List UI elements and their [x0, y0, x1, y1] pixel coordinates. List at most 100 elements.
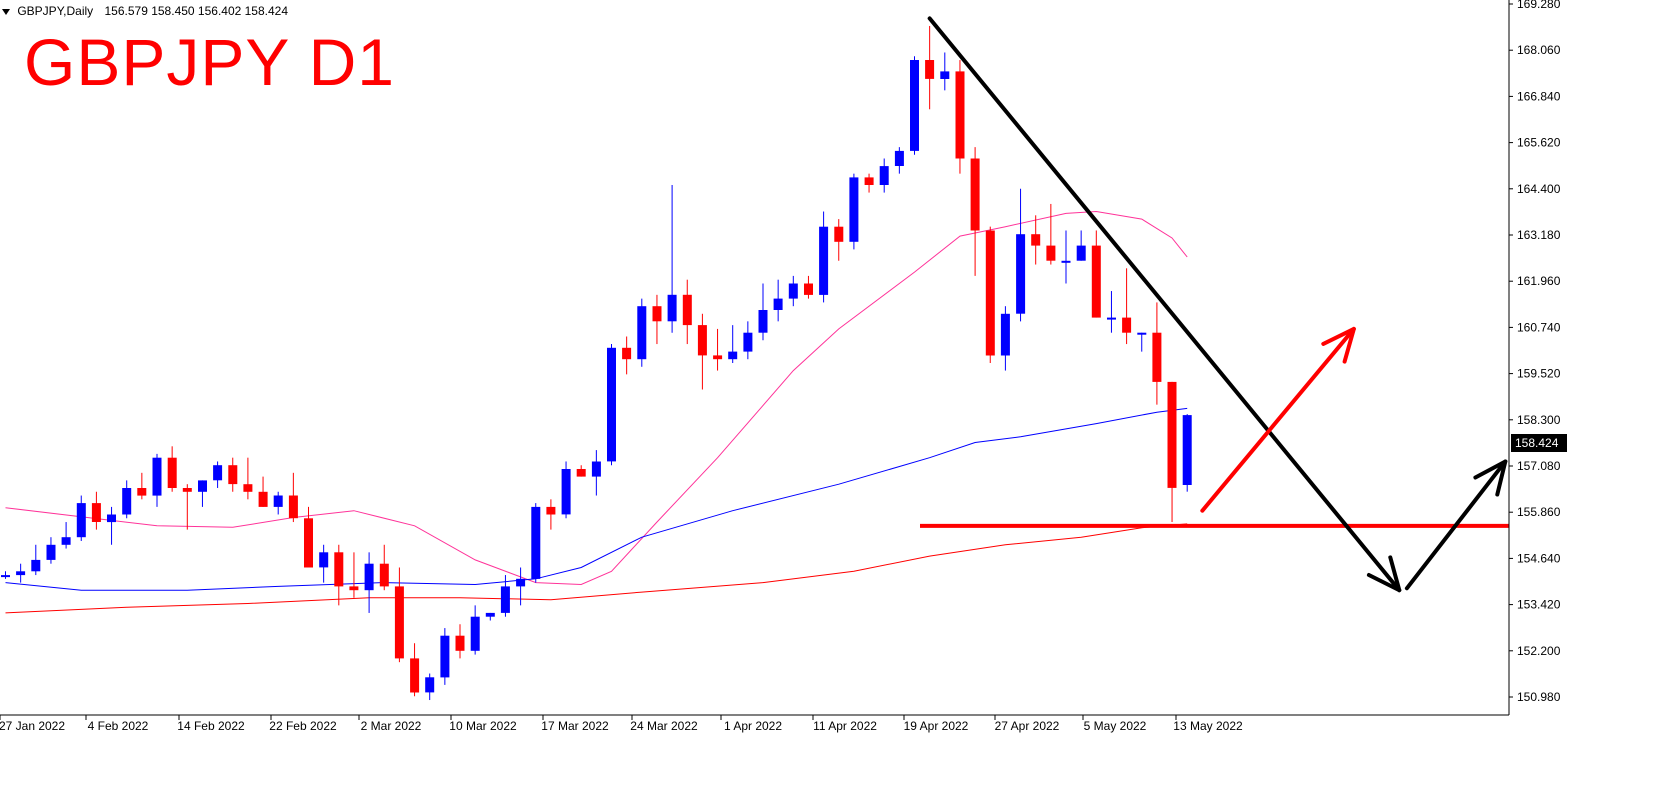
candle	[773, 279, 783, 322]
candle	[182, 484, 192, 530]
candle	[637, 298, 647, 367]
candle	[349, 552, 359, 598]
candle-body	[925, 60, 935, 79]
candle	[561, 461, 571, 519]
candle	[304, 506, 313, 568]
downtrend-arrow-shaft	[927, 16, 1402, 593]
candle-body	[1031, 234, 1041, 246]
candle	[758, 283, 768, 341]
projected-rise-arrow-shaft	[1200, 326, 1356, 513]
candle	[379, 544, 389, 591]
candle-body	[864, 177, 874, 185]
downtrend-arrow	[927, 16, 1402, 593]
x-tick-label: 24 Mar 2022	[630, 719, 698, 733]
candle-body	[894, 150, 904, 166]
candle	[258, 476, 268, 507]
candle	[288, 472, 298, 523]
candle	[1076, 230, 1086, 261]
candle-body	[576, 469, 586, 477]
candle-body	[970, 158, 980, 231]
candle-body	[940, 71, 950, 79]
x-tick-label: 4 Feb 2022	[88, 719, 149, 733]
candle	[970, 147, 980, 276]
ohlc-label: 156.579 158.450 156.402 158.424	[104, 4, 289, 18]
candle-body	[91, 503, 101, 522]
candle-body	[819, 226, 829, 295]
candle	[516, 567, 526, 606]
candlesticks	[1, 25, 1192, 701]
candle-body	[182, 488, 192, 492]
candle-body	[228, 465, 238, 485]
candle-body	[1152, 332, 1162, 382]
candle-body	[167, 457, 177, 488]
candle-body	[1076, 245, 1086, 261]
candle	[910, 56, 919, 155]
candle-body	[379, 563, 389, 587]
candle	[16, 563, 26, 583]
candle-body	[910, 60, 919, 151]
candle	[1107, 291, 1116, 333]
candle	[682, 279, 692, 345]
y-tick-label: 157.080	[1517, 459, 1561, 473]
candle	[1000, 306, 1010, 371]
candle-body	[198, 480, 207, 492]
candle-body	[1046, 245, 1056, 261]
candle-body	[394, 586, 404, 659]
candle-body	[440, 635, 450, 678]
y-tick-label: 153.420	[1517, 598, 1561, 612]
projected-bounce-arrow	[1404, 459, 1508, 591]
x-tick-label: 22 Feb 2022	[269, 719, 337, 733]
candle-body	[1, 575, 10, 578]
x-tick-label: 14 Feb 2022	[177, 719, 245, 733]
candle	[1122, 268, 1132, 345]
x-tick-label: 27 Jan 2022	[0, 719, 65, 733]
candle-body	[137, 488, 147, 496]
candle	[576, 465, 586, 477]
candle-body	[500, 586, 510, 613]
candle	[152, 453, 162, 507]
candle-body	[46, 544, 56, 560]
candle	[425, 673, 435, 701]
candle-body	[728, 351, 738, 360]
candle	[500, 575, 510, 617]
candle	[61, 522, 71, 549]
candle	[591, 450, 601, 496]
candle	[122, 480, 132, 519]
x-tick-label: 11 Apr 2022	[813, 719, 877, 733]
candle-body	[470, 616, 480, 651]
chart-plot-area	[0, 0, 1509, 715]
candle	[864, 173, 874, 193]
candle	[955, 60, 965, 174]
candle	[485, 612, 495, 621]
x-tick-label: 27 Apr 2022	[995, 719, 1060, 733]
candle	[213, 461, 223, 488]
candle-body	[955, 71, 965, 159]
moving-average-line-2	[5, 407, 1188, 591]
candle	[107, 506, 116, 545]
candle-body	[425, 677, 435, 693]
y-tick-label: 169.280	[1517, 0, 1561, 11]
dropdown-triangle-icon[interactable]	[2, 8, 10, 15]
projected-rise-arrow	[1200, 326, 1356, 513]
y-tick-label: 159.520	[1517, 367, 1561, 381]
candle-body	[516, 578, 526, 587]
y-tick-label: 152.200	[1517, 644, 1561, 658]
moving-average-line-3	[5, 523, 1188, 614]
candle	[91, 491, 101, 530]
candle-body	[773, 298, 783, 310]
candle	[652, 294, 662, 345]
candle-body	[1167, 381, 1177, 488]
x-tick-label: 2 Mar 2022	[361, 719, 422, 733]
candle	[804, 275, 813, 299]
candle	[1061, 230, 1071, 284]
x-tick-label: 17 Mar 2022	[541, 719, 609, 733]
projected-rise-arrow-head	[1321, 326, 1356, 364]
candle-body	[546, 506, 556, 515]
candle	[607, 344, 616, 466]
candle	[1031, 215, 1041, 265]
candle-body	[697, 325, 707, 356]
candle-body	[304, 518, 313, 568]
candle-body	[788, 283, 798, 299]
candle-body	[637, 306, 647, 360]
